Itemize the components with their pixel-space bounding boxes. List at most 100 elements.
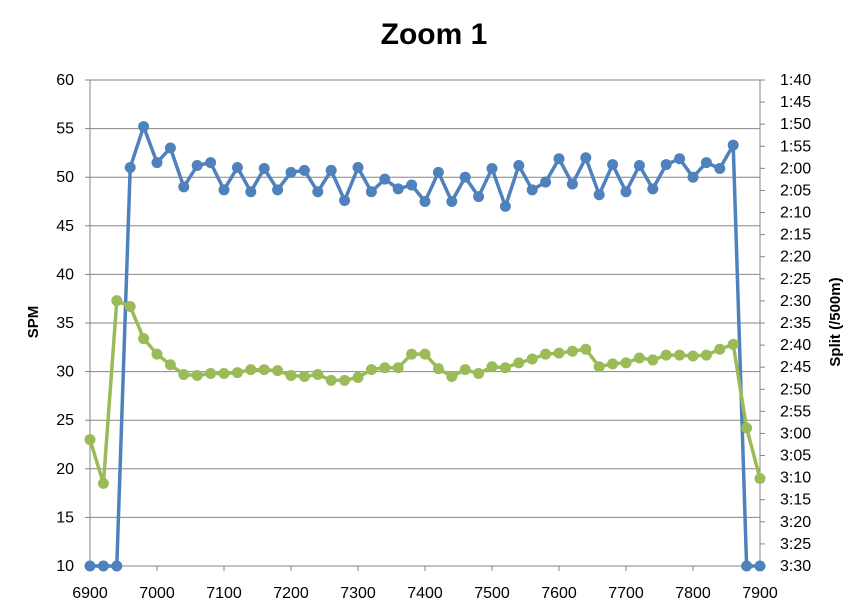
chart-title: Zoom 1: [381, 18, 488, 51]
series-1-point: [339, 195, 351, 207]
series-1-point: [727, 139, 739, 151]
series-1-point: [754, 560, 766, 572]
y2-tick-label: 1:55: [780, 138, 811, 155]
series-2-point: [553, 347, 565, 359]
y2-tick-label: 2:15: [780, 227, 811, 244]
series-2-point: [392, 362, 404, 374]
y2-tick-label: 3:05: [780, 448, 811, 465]
x-tick-label: 7600: [541, 585, 577, 602]
series-2-point: [633, 352, 645, 364]
series-2-point: [124, 300, 136, 312]
series-2-point: [138, 333, 150, 345]
series-1-point: [258, 162, 270, 174]
series-1-point: [593, 189, 605, 201]
series-2-point: [647, 354, 659, 366]
y2-tick-label: 2:20: [780, 249, 811, 266]
series-1-point: [607, 159, 619, 171]
series-1-point: [111, 560, 123, 572]
series-2-point: [473, 368, 485, 380]
series-1-point: [513, 160, 525, 172]
series-2-point: [84, 434, 96, 446]
series-1-point: [379, 173, 391, 185]
series-2-point: [580, 343, 592, 355]
series-2-point: [151, 348, 163, 360]
series-2-point: [352, 371, 364, 383]
series-2-point: [218, 368, 230, 380]
y-tick-label: 10: [56, 558, 74, 575]
series-1-point: [205, 157, 217, 169]
series-2-point: [191, 369, 203, 381]
y2-tick-label: 2:25: [780, 271, 811, 288]
series-2-point: [486, 361, 498, 373]
y2-tick-label: 2:00: [780, 160, 811, 177]
y2-tick-label: 2:50: [780, 381, 811, 398]
series-2-point: [593, 361, 605, 373]
series-1-line: [90, 124, 760, 568]
series-2-point: [178, 369, 190, 381]
y2-tick-label: 3:00: [780, 425, 811, 442]
series-1-point: [526, 184, 538, 196]
series-2-point: [513, 357, 525, 369]
series-2-point: [727, 338, 739, 350]
y-tick-label: 30: [56, 364, 74, 381]
series-2-point: [432, 363, 444, 375]
series-2-point: [272, 365, 284, 377]
x-tick-label: 7400: [407, 585, 443, 602]
y-tick-label: 50: [56, 169, 74, 186]
series-1-point: [245, 186, 257, 198]
series-2-point: [379, 362, 391, 374]
y2-tick-label: 1:40: [780, 72, 811, 89]
x-tick-label: 7800: [675, 585, 711, 602]
series-1-point: [84, 560, 96, 572]
series-2-point: [714, 343, 726, 355]
series-1-point: [392, 183, 404, 195]
series-2-point: [754, 473, 766, 485]
y-tick-label: 20: [56, 461, 74, 478]
y2-tick-label: 2:45: [780, 359, 811, 376]
series-1-point: [419, 196, 431, 207]
series-2-point: [741, 422, 753, 434]
series-2-point: [312, 369, 324, 381]
series-2-point: [111, 295, 123, 307]
x-tick-label: 7000: [139, 585, 175, 602]
series-2-line: [88, 298, 762, 486]
gridlines: [90, 79, 760, 567]
y2-tick-label: 2:05: [780, 182, 811, 199]
series-2-point: [298, 370, 310, 382]
x-tick-label: 7700: [608, 585, 644, 602]
series-1-point: [620, 186, 632, 198]
series-2-point: [406, 348, 418, 360]
series-2-point: [164, 359, 176, 371]
series-1-point: [312, 186, 324, 198]
series-1-point: [540, 176, 552, 188]
x-axis-ticks: 6900 7000 7100 7200 7300 7400 7500 7600 7700 7800…: [72, 566, 778, 602]
series-2-point: [419, 348, 431, 360]
series-1-point: [138, 121, 150, 133]
series-1-point: [432, 166, 444, 178]
series-2-point: [205, 368, 217, 380]
series-2-point: [446, 370, 458, 382]
series-2-point: [365, 364, 377, 376]
series-1-point: [97, 560, 109, 572]
series-2-point: [325, 374, 337, 386]
series-1-point: [124, 161, 136, 173]
y2-tick-label: 3:30: [780, 558, 811, 575]
y-tick-label: 15: [56, 509, 74, 526]
y-tick-label: 55: [56, 121, 74, 138]
y2-tick-label: 1:50: [780, 116, 811, 133]
y2-tick-label: 2:40: [780, 337, 811, 354]
series-2-point: [499, 362, 511, 374]
series-2-point: [285, 369, 297, 381]
y-tick-label: 35: [56, 315, 74, 332]
series-1-point: [459, 171, 471, 183]
y-tick-label: 40: [56, 266, 74, 283]
y2-tick-label: 2:30: [780, 293, 811, 310]
x-tick-label: 7500: [474, 585, 510, 602]
series-1-point: [231, 161, 243, 173]
series-1-point: [633, 160, 645, 172]
y2-tick-label: 2:35: [780, 315, 811, 332]
series-1-point: [660, 159, 672, 171]
series-1-point: [700, 157, 712, 169]
series-1-point: [178, 181, 190, 193]
